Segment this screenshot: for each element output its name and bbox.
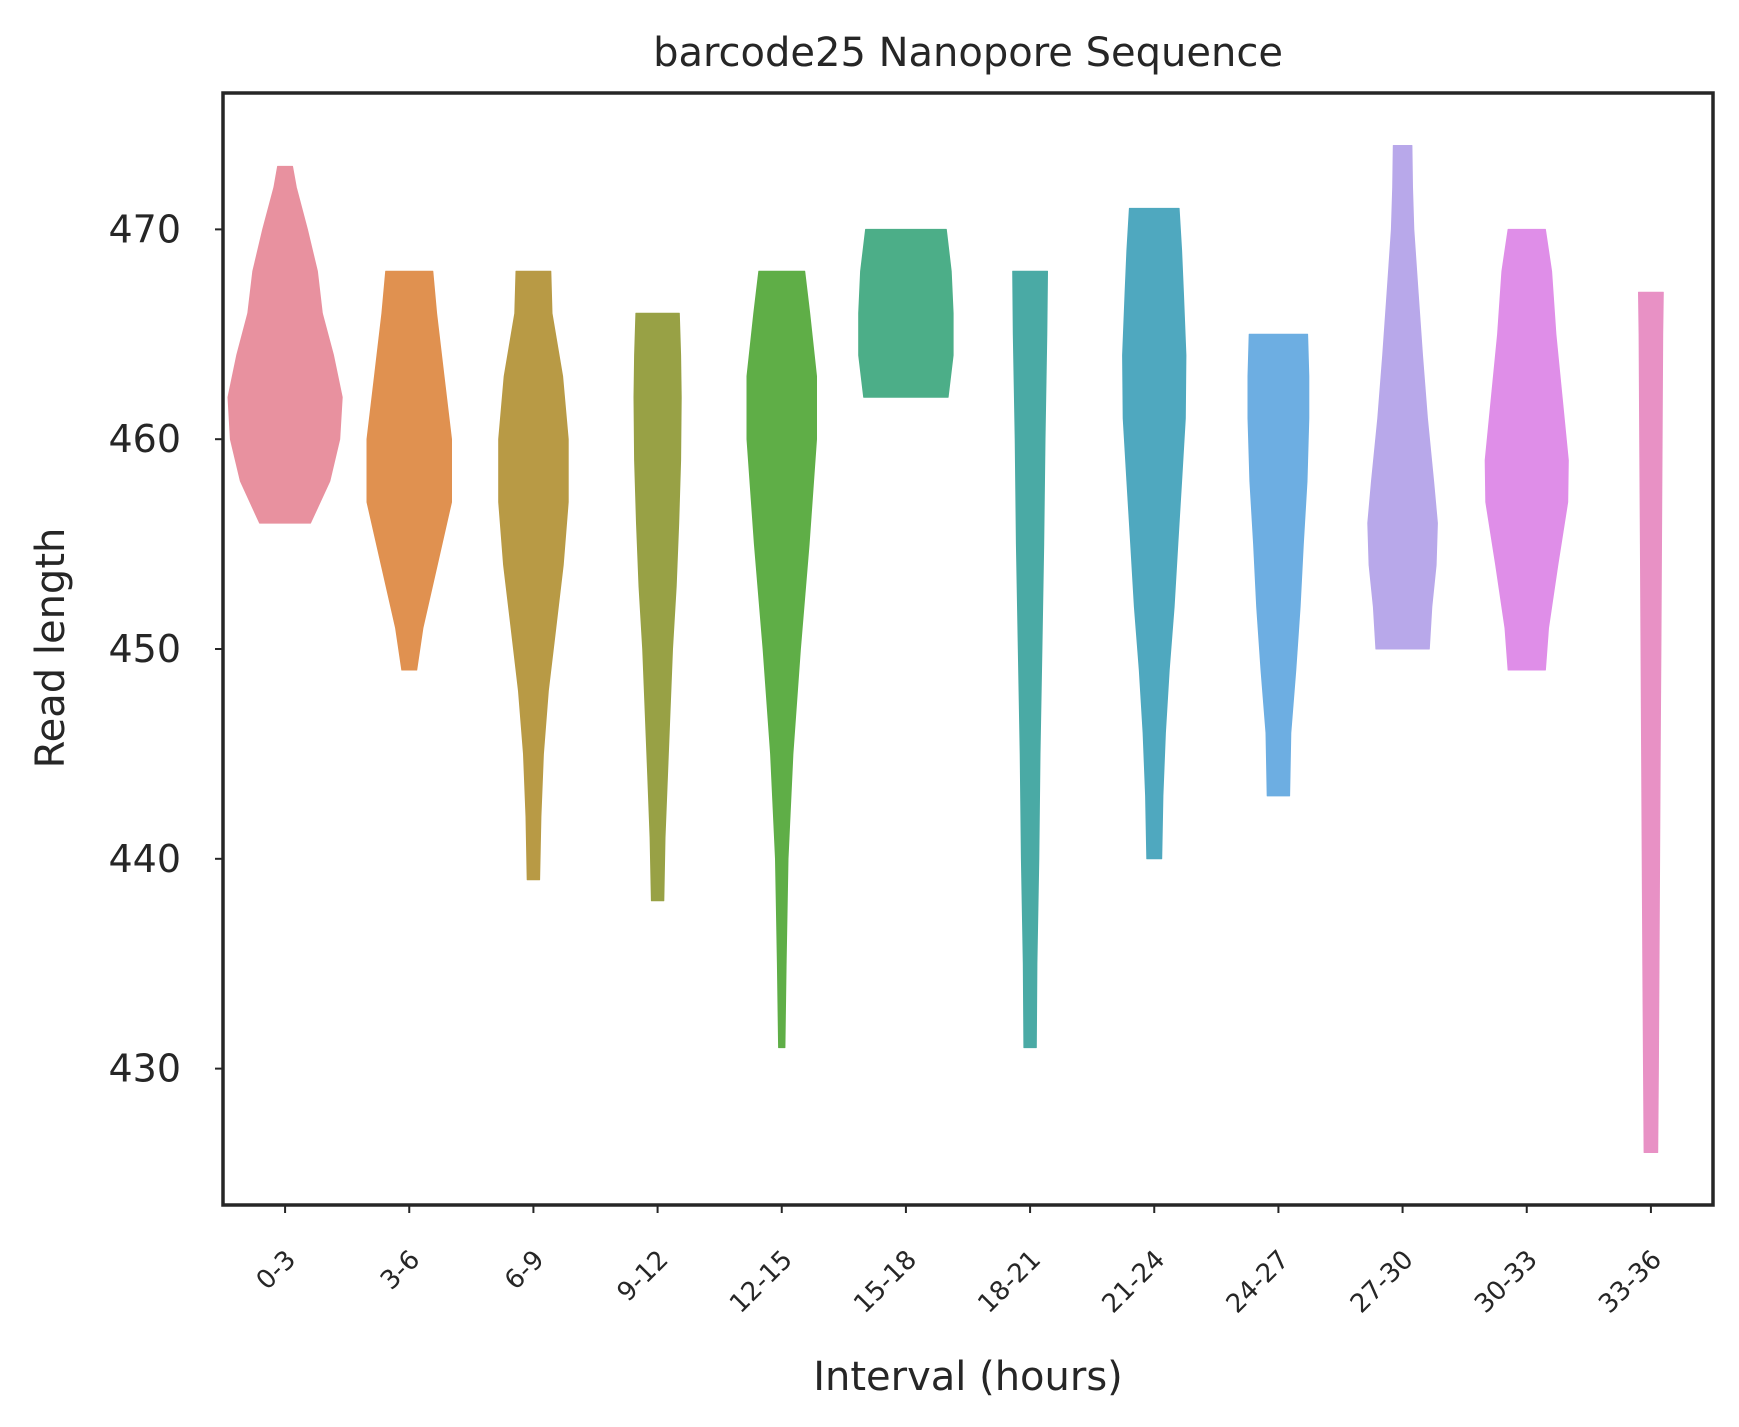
x-tick-label: 15-18 bbox=[848, 1245, 923, 1320]
x-tick-label: 12-15 bbox=[724, 1245, 799, 1320]
violin-3-6 bbox=[366, 270, 452, 671]
x-tick-label: 0-3 bbox=[251, 1245, 302, 1296]
x-tick-label: 3-6 bbox=[375, 1245, 426, 1296]
y-tick-label: 440 bbox=[108, 837, 181, 881]
violin-12-15 bbox=[746, 270, 817, 1049]
violin-0-3 bbox=[227, 165, 343, 524]
violin-layer bbox=[227, 145, 1664, 1153]
violin-33-36 bbox=[1638, 291, 1664, 1153]
violin-24-27 bbox=[1247, 333, 1310, 797]
violin-18-21 bbox=[1012, 270, 1048, 1049]
chart-title: barcode25 Nanopore Sequence bbox=[653, 30, 1283, 76]
x-tick-label: 21-24 bbox=[1097, 1245, 1172, 1320]
x-tick-label: 27-30 bbox=[1345, 1245, 1420, 1320]
y-axis-label: Read length bbox=[28, 528, 74, 769]
x-tick-label: 24-27 bbox=[1221, 1245, 1296, 1320]
violin-21-24 bbox=[1122, 207, 1187, 860]
y-tick-label: 470 bbox=[108, 207, 181, 251]
x-tick-label: 33-36 bbox=[1593, 1245, 1668, 1320]
violin-9-12 bbox=[633, 312, 682, 902]
violin-6-9 bbox=[498, 270, 569, 881]
y-tick-label: 460 bbox=[108, 417, 181, 461]
y-axis: 430 440 450 460 470 bbox=[108, 207, 223, 1091]
violin-27-30 bbox=[1367, 145, 1438, 650]
y-tick-label: 430 bbox=[108, 1047, 181, 1091]
x-axis: 0-3 3-6 6-9 9-12 12-15 15-18 18-21 21-24 24-27 27… bbox=[251, 1205, 1668, 1319]
y-tick-label: 450 bbox=[108, 627, 181, 671]
x-tick-label: 30-33 bbox=[1469, 1245, 1544, 1320]
plot-frame bbox=[221, 91, 1715, 1207]
violin-30-33 bbox=[1484, 228, 1569, 671]
x-tick-label: 18-21 bbox=[972, 1245, 1047, 1320]
violin-15-18 bbox=[858, 228, 954, 398]
x-axis-label: Interval (hours) bbox=[813, 1354, 1123, 1400]
x-tick-label: 9-12 bbox=[612, 1245, 675, 1308]
x-tick-label: 6-9 bbox=[499, 1245, 550, 1296]
